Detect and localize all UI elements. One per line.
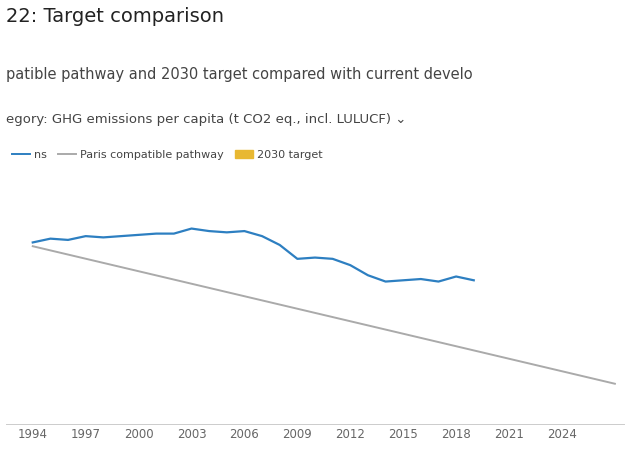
Text: egory: GHG emissions per capita (t CO2 eq., incl. LULUCF) ⌄: egory: GHG emissions per capita (t CO2 e…	[6, 113, 407, 126]
Text: 22: Target comparison: 22: Target comparison	[6, 7, 224, 26]
Text: patible pathway and 2030 target compared with current develo: patible pathway and 2030 target compared…	[6, 67, 473, 82]
Legend: ns, Paris compatible pathway, 2030 target: ns, Paris compatible pathway, 2030 targe…	[12, 150, 323, 160]
